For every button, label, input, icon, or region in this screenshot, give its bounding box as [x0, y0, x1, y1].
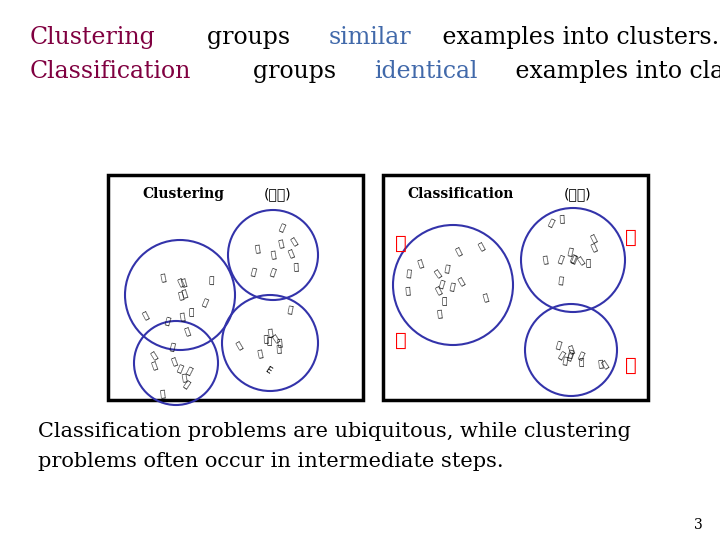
- Text: 它: 它: [268, 329, 274, 339]
- Text: examples into clusters.: examples into clusters.: [435, 26, 719, 49]
- Text: 我: 我: [441, 298, 447, 307]
- Text: 它: 它: [579, 358, 584, 367]
- Text: 她: 她: [269, 268, 277, 279]
- Text: (分類): (分類): [564, 187, 592, 201]
- Text: 你: 你: [184, 367, 193, 377]
- Text: 它: 它: [562, 356, 569, 367]
- Text: problems often occur in intermediate steps.: problems often occur in intermediate ste…: [38, 452, 503, 471]
- Text: 他: 他: [559, 215, 564, 224]
- Text: 它: 它: [567, 350, 575, 360]
- Text: 他: 他: [567, 247, 574, 258]
- Text: 我: 我: [433, 268, 443, 279]
- Text: 它: 它: [276, 339, 282, 348]
- Text: 你: 你: [181, 373, 188, 383]
- Text: 他: 他: [557, 276, 564, 286]
- Text: 它: 它: [598, 360, 603, 369]
- Text: 它: 它: [567, 345, 575, 355]
- Text: 我: 我: [477, 242, 487, 252]
- Text: Classification: Classification: [30, 60, 192, 83]
- Text: 我: 我: [438, 280, 446, 290]
- Text: 我: 我: [179, 312, 186, 322]
- Text: 我: 我: [176, 278, 185, 289]
- Text: 它: 它: [577, 352, 585, 362]
- Text: 他: 他: [557, 255, 564, 265]
- Text: 他: 他: [546, 219, 555, 229]
- Text: 你: 你: [160, 389, 166, 399]
- Text: 你: 你: [150, 350, 159, 361]
- Text: Classification problems are ubiquitous, while clustering: Classification problems are ubiquitous, …: [38, 422, 631, 441]
- Text: 3: 3: [694, 518, 703, 532]
- Text: 你: 你: [181, 380, 190, 391]
- Text: 他: 他: [249, 267, 256, 278]
- Text: 它: 它: [625, 355, 637, 375]
- Text: 他: 他: [568, 254, 577, 265]
- Text: 找: 找: [200, 298, 208, 308]
- Text: 我: 我: [141, 311, 150, 321]
- Text: 它: 它: [557, 351, 566, 362]
- Text: 他: 他: [585, 259, 590, 268]
- Text: 他: 他: [270, 251, 276, 261]
- Text: 你: 你: [168, 343, 176, 353]
- Text: 它: 它: [263, 335, 269, 345]
- Text: 你: 你: [150, 361, 159, 372]
- Text: 我: 我: [417, 259, 425, 269]
- Text: 我: 我: [444, 264, 450, 274]
- Text: 它: 它: [271, 334, 282, 344]
- Text: 我: 我: [456, 276, 466, 287]
- Text: 它: 它: [554, 341, 562, 351]
- Text: 他: 他: [570, 255, 578, 265]
- Text: 我: 我: [437, 309, 444, 319]
- Text: 他: 他: [255, 245, 261, 254]
- Text: 他: 他: [590, 243, 599, 253]
- Text: 他: 他: [590, 234, 598, 245]
- Bar: [108, 175, 363, 400]
- Text: 我: 我: [184, 327, 192, 338]
- Text: 它: 它: [293, 264, 299, 273]
- Text: 你: 你: [395, 330, 407, 349]
- Text: 找: 找: [181, 279, 188, 288]
- Text: 它: 它: [600, 360, 610, 370]
- Text: 它: 它: [565, 352, 573, 362]
- Text: Classification: Classification: [408, 187, 514, 201]
- Text: groups: groups: [192, 26, 298, 49]
- Text: 我: 我: [181, 289, 189, 299]
- Text: 他: 他: [290, 237, 299, 247]
- Text: 它: 它: [286, 306, 293, 315]
- Text: 我: 我: [395, 233, 407, 253]
- Text: identical: identical: [374, 60, 478, 83]
- Text: 我: 我: [177, 292, 184, 301]
- Text: 它: 它: [266, 338, 272, 347]
- Text: (分群): (分群): [264, 187, 292, 201]
- Text: 你: 你: [171, 357, 179, 367]
- Text: 他: 他: [542, 255, 549, 265]
- Text: groups: groups: [238, 60, 344, 83]
- Text: 他: 他: [278, 223, 287, 234]
- Text: 我: 我: [189, 308, 194, 317]
- Text: 它: 它: [257, 350, 264, 360]
- Text: 他: 他: [577, 255, 586, 266]
- Text: E: E: [263, 364, 272, 375]
- Text: 我: 我: [454, 247, 463, 257]
- Text: 我: 我: [163, 316, 171, 327]
- Text: Clustering: Clustering: [30, 26, 156, 49]
- Text: 我: 我: [405, 287, 411, 296]
- Text: examples into classes.: examples into classes.: [508, 60, 720, 83]
- Text: 我: 我: [209, 276, 215, 285]
- Text: 我: 我: [160, 274, 166, 284]
- Text: 他: 他: [625, 227, 637, 246]
- Text: 我: 我: [434, 286, 443, 296]
- Text: 它: 它: [235, 341, 245, 352]
- Text: 他: 他: [278, 239, 285, 249]
- Text: 你: 你: [176, 364, 184, 374]
- Text: 我: 我: [405, 269, 412, 279]
- Text: similar: similar: [328, 26, 411, 49]
- Text: Clustering: Clustering: [142, 187, 224, 201]
- Bar: [383, 175, 648, 400]
- Text: 我: 我: [482, 293, 490, 303]
- Text: 她: 她: [288, 249, 296, 260]
- Text: 它: 它: [276, 345, 282, 354]
- Text: 我: 我: [448, 282, 455, 292]
